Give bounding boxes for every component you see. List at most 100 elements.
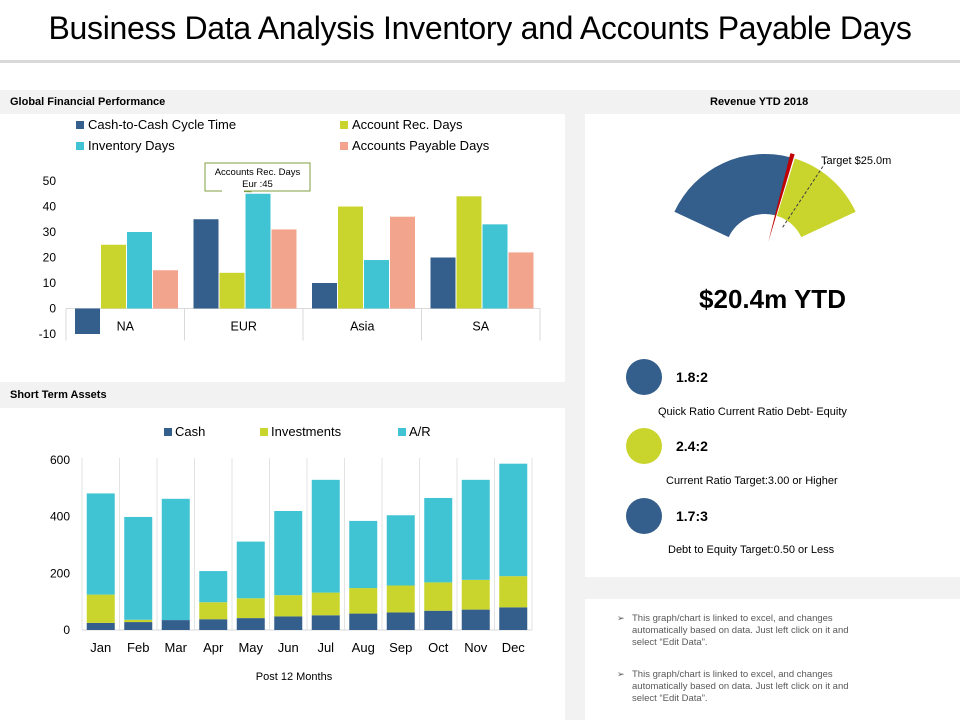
legend-label-cash: Cash: [175, 424, 205, 439]
y-tick-label: 40: [43, 200, 57, 214]
ratio-value-2: 2.4:2: [676, 438, 708, 454]
bar-cash-sep: [386, 612, 415, 630]
bar-cash-aug: [349, 613, 378, 630]
global-performance-chart: 50 40 30 20 10 0 -10 NA EUR Asia SA Cash-to-Cash Cy…: [39, 117, 541, 341]
bar-inventory-days-asia: [364, 260, 389, 309]
x-tick-label-jan: Jan: [90, 640, 111, 655]
x-tick-label-jul: Jul: [317, 640, 334, 655]
bar-a-r-apr: [199, 571, 228, 603]
note-text: This graph/chart is linked to excel, and…: [632, 669, 902, 705]
notes-band: [585, 577, 960, 599]
bar-cash-to-cash-cycle-time-eur: [193, 219, 219, 309]
y-tick-label: 50: [43, 174, 57, 188]
short-term-assets-chart: 600 400 200 0 Jan Feb Mar Apr May Jun Jul Aug Sep Oct…: [50, 424, 533, 683]
y-tick-label: 0: [49, 302, 56, 316]
bar-account-rec-days-sa: [456, 196, 482, 309]
note-line: This graph/chart is linked to excel, and…: [632, 613, 833, 624]
bar-investments-apr: [199, 602, 228, 620]
y-tick-label: 10: [43, 276, 57, 290]
column-divider: [565, 114, 585, 720]
bar-inventory-days-sa: [482, 224, 508, 309]
legend-label-accounts-payable-days: Accounts Payable Days: [352, 138, 490, 153]
bar-investments-oct: [424, 582, 453, 611]
revenue-gauge: Target $25.0m: [674, 153, 891, 243]
title-divider: [0, 60, 960, 63]
bar-investments-feb: [124, 619, 153, 623]
y-tick-label: 30: [43, 225, 57, 239]
note-line: select “Edit Data”.: [632, 637, 708, 648]
legend-swatch-inventory-days: [76, 142, 84, 150]
bar-inventory-days-eur: [245, 193, 271, 309]
x-tick-label-na: NA: [117, 320, 135, 334]
note-text: This graph/chart is linked to excel, and…: [632, 613, 902, 649]
bar-account-rec-days-asia: [338, 206, 363, 309]
y-tick-label: 400: [50, 510, 70, 524]
callout-box: [204, 162, 311, 192]
bar-a-r-jul: [311, 479, 340, 593]
bar-a-r-mar: [161, 498, 190, 621]
x-tick-label-mar: Mar: [165, 640, 188, 655]
bar-a-r-feb: [124, 516, 153, 620]
y-tick-label: 200: [50, 566, 70, 580]
bar-a-r-nov: [461, 479, 490, 580]
callout-line-1: Accounts Rec. Days: [215, 167, 301, 178]
gauge-needle: [768, 153, 795, 243]
note-line: This graph/chart is linked to excel, and…: [632, 669, 833, 680]
ratio-description-2: Current Ratio Target:3.00 or Higher: [666, 475, 838, 487]
ratio-circle-3: [626, 498, 662, 534]
section-title-global: Global Financial Performance: [10, 96, 166, 108]
legend-label-a-r: A/R: [409, 424, 431, 439]
note-bullet-icon: ➢: [617, 613, 625, 623]
bar-cash-may: [236, 618, 265, 630]
bar-investments-jun: [274, 595, 303, 617]
legend-label-cash-to-cash-cycle-time: Cash-to-Cash Cycle Time: [88, 117, 236, 132]
bar-account-rec-days-na: [101, 244, 126, 309]
bar-investments-may: [236, 598, 265, 619]
gauge-remaining: [776, 158, 856, 238]
bar-cash-nov: [461, 609, 490, 630]
bar-cash-feb: [124, 622, 153, 630]
bar-a-r-sep: [386, 515, 415, 586]
x-tick-label-feb: Feb: [127, 640, 149, 655]
bar-cash-oct: [424, 610, 453, 630]
bar-cash-jan: [86, 622, 115, 630]
bar-investments-nov: [461, 579, 490, 610]
bar-cash-dec: [499, 607, 528, 630]
gauge-value-label: $20.4m YTD: [699, 284, 846, 314]
y-tick-label: -10: [39, 327, 57, 341]
bar-accounts-payable-days-asia: [390, 216, 415, 309]
bar-investments-jul: [311, 592, 340, 616]
note-bullet-icon: ➢: [617, 669, 625, 679]
note-line: automatically based on data. Just left c…: [632, 681, 849, 692]
bar-cash-to-cash-cycle-time-asia: [312, 283, 337, 309]
y-tick-label: 600: [50, 453, 70, 467]
bar-a-r-oct: [424, 497, 453, 583]
bar-a-r-jan: [86, 493, 115, 595]
bar-a-r-may: [236, 541, 265, 599]
x-axis-title: Post 12 Months: [256, 671, 333, 683]
legend-swatch-accounts-payable-days: [340, 142, 348, 150]
bar-investments-dec: [499, 576, 528, 608]
x-tick-label-aug: Aug: [352, 640, 375, 655]
section-title-revenue: Revenue YTD 2018: [710, 96, 809, 108]
bar-inventory-days-na: [127, 232, 152, 309]
x-tick-label-oct: Oct: [428, 640, 449, 655]
header-band: [0, 90, 960, 114]
bar-investments-sep: [386, 585, 415, 613]
short-term-band: [0, 382, 565, 408]
x-tick-label-asia: Asia: [350, 320, 374, 334]
bar-cash-jul: [311, 615, 340, 630]
y-tick-label: 0: [63, 623, 70, 637]
bar-investments-aug: [349, 588, 378, 614]
x-tick-label-apr: Apr: [203, 640, 224, 655]
legend-swatch-account-rec-days: [340, 121, 348, 129]
ratio-description-1: Quick Ratio Current Ratio Debt- Equity: [658, 406, 847, 418]
bar-cash-to-cash-cycle-time-na: [75, 308, 100, 334]
ratio-value-1: 1.8:2: [676, 369, 708, 385]
bar-accounts-payable-days-sa: [508, 252, 534, 309]
ratio-circle-2: [626, 428, 662, 464]
legend-swatch-cash: [164, 428, 172, 436]
bar-a-r-dec: [499, 463, 528, 577]
callout-mask: [222, 189, 244, 193]
legend-label-account-rec-days: Account Rec. Days: [352, 117, 463, 132]
